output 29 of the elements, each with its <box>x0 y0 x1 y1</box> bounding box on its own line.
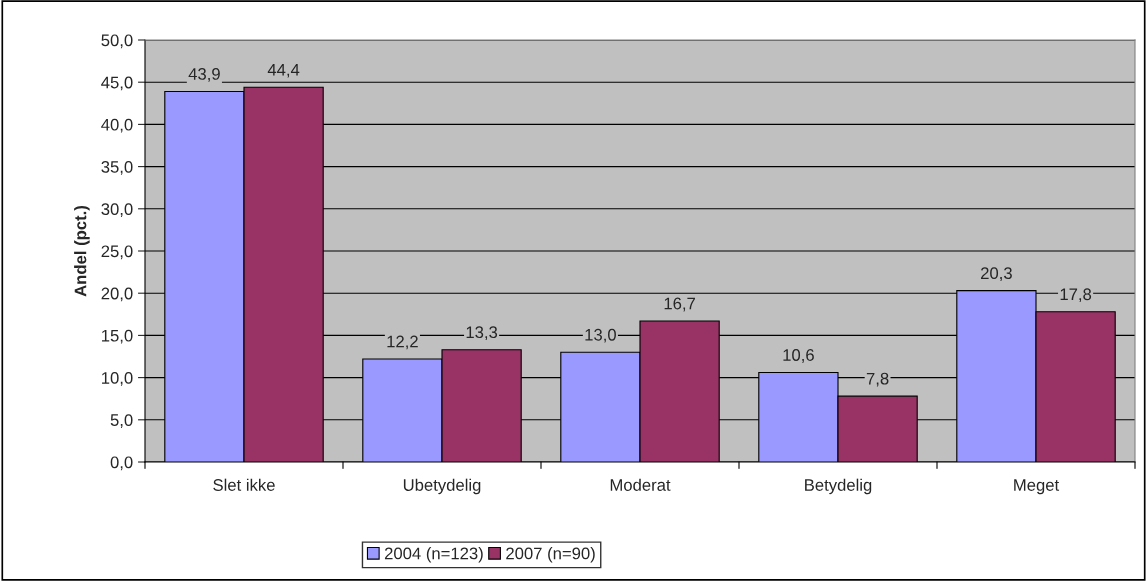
y-tick-label: 50,0 <box>101 34 133 49</box>
x-tick-label: Betydelig <box>805 478 872 495</box>
y-tick-label: 40,0 <box>101 118 133 133</box>
data-label: 7,8 <box>866 372 889 387</box>
y-tick-label: 10,0 <box>102 372 133 386</box>
y-tick-label: 30,0 <box>101 203 133 217</box>
data-label: 12,2 <box>387 335 418 350</box>
legend-label: 2007 (n=90) <box>506 547 595 563</box>
data-label: 20,3 <box>981 267 1012 282</box>
y-tick-label: 20,0 <box>101 287 133 302</box>
y-axis-title: Andel (pct.) <box>74 206 90 297</box>
y-tick-label: 25,0 <box>101 245 133 260</box>
data-label: 13,0 <box>585 328 616 343</box>
y-tick-label: 0,0 <box>110 456 133 471</box>
data-label: 44,4 <box>267 64 300 78</box>
x-tick-label: Moderat <box>610 478 671 491</box>
data-label: 17,8 <box>1060 288 1092 303</box>
data-label: 43,9 <box>188 68 220 82</box>
legend-label: 2004 (n=123) <box>384 547 483 563</box>
x-tick-label: Slet ikke <box>213 478 275 491</box>
y-tick-label: 35,0 <box>101 161 133 175</box>
y-tick-label: 45,0 <box>101 76 133 91</box>
data-label: 10,6 <box>783 349 814 363</box>
data-label: 13,3 <box>466 326 498 341</box>
x-tick-label: Meget <box>1014 479 1060 495</box>
x-tick-label: Ubetydelig <box>403 478 481 495</box>
data-label: 16,7 <box>664 297 695 312</box>
y-tick-label: 15,0 <box>102 329 133 344</box>
y-tick-label: 5,0 <box>110 414 133 428</box>
